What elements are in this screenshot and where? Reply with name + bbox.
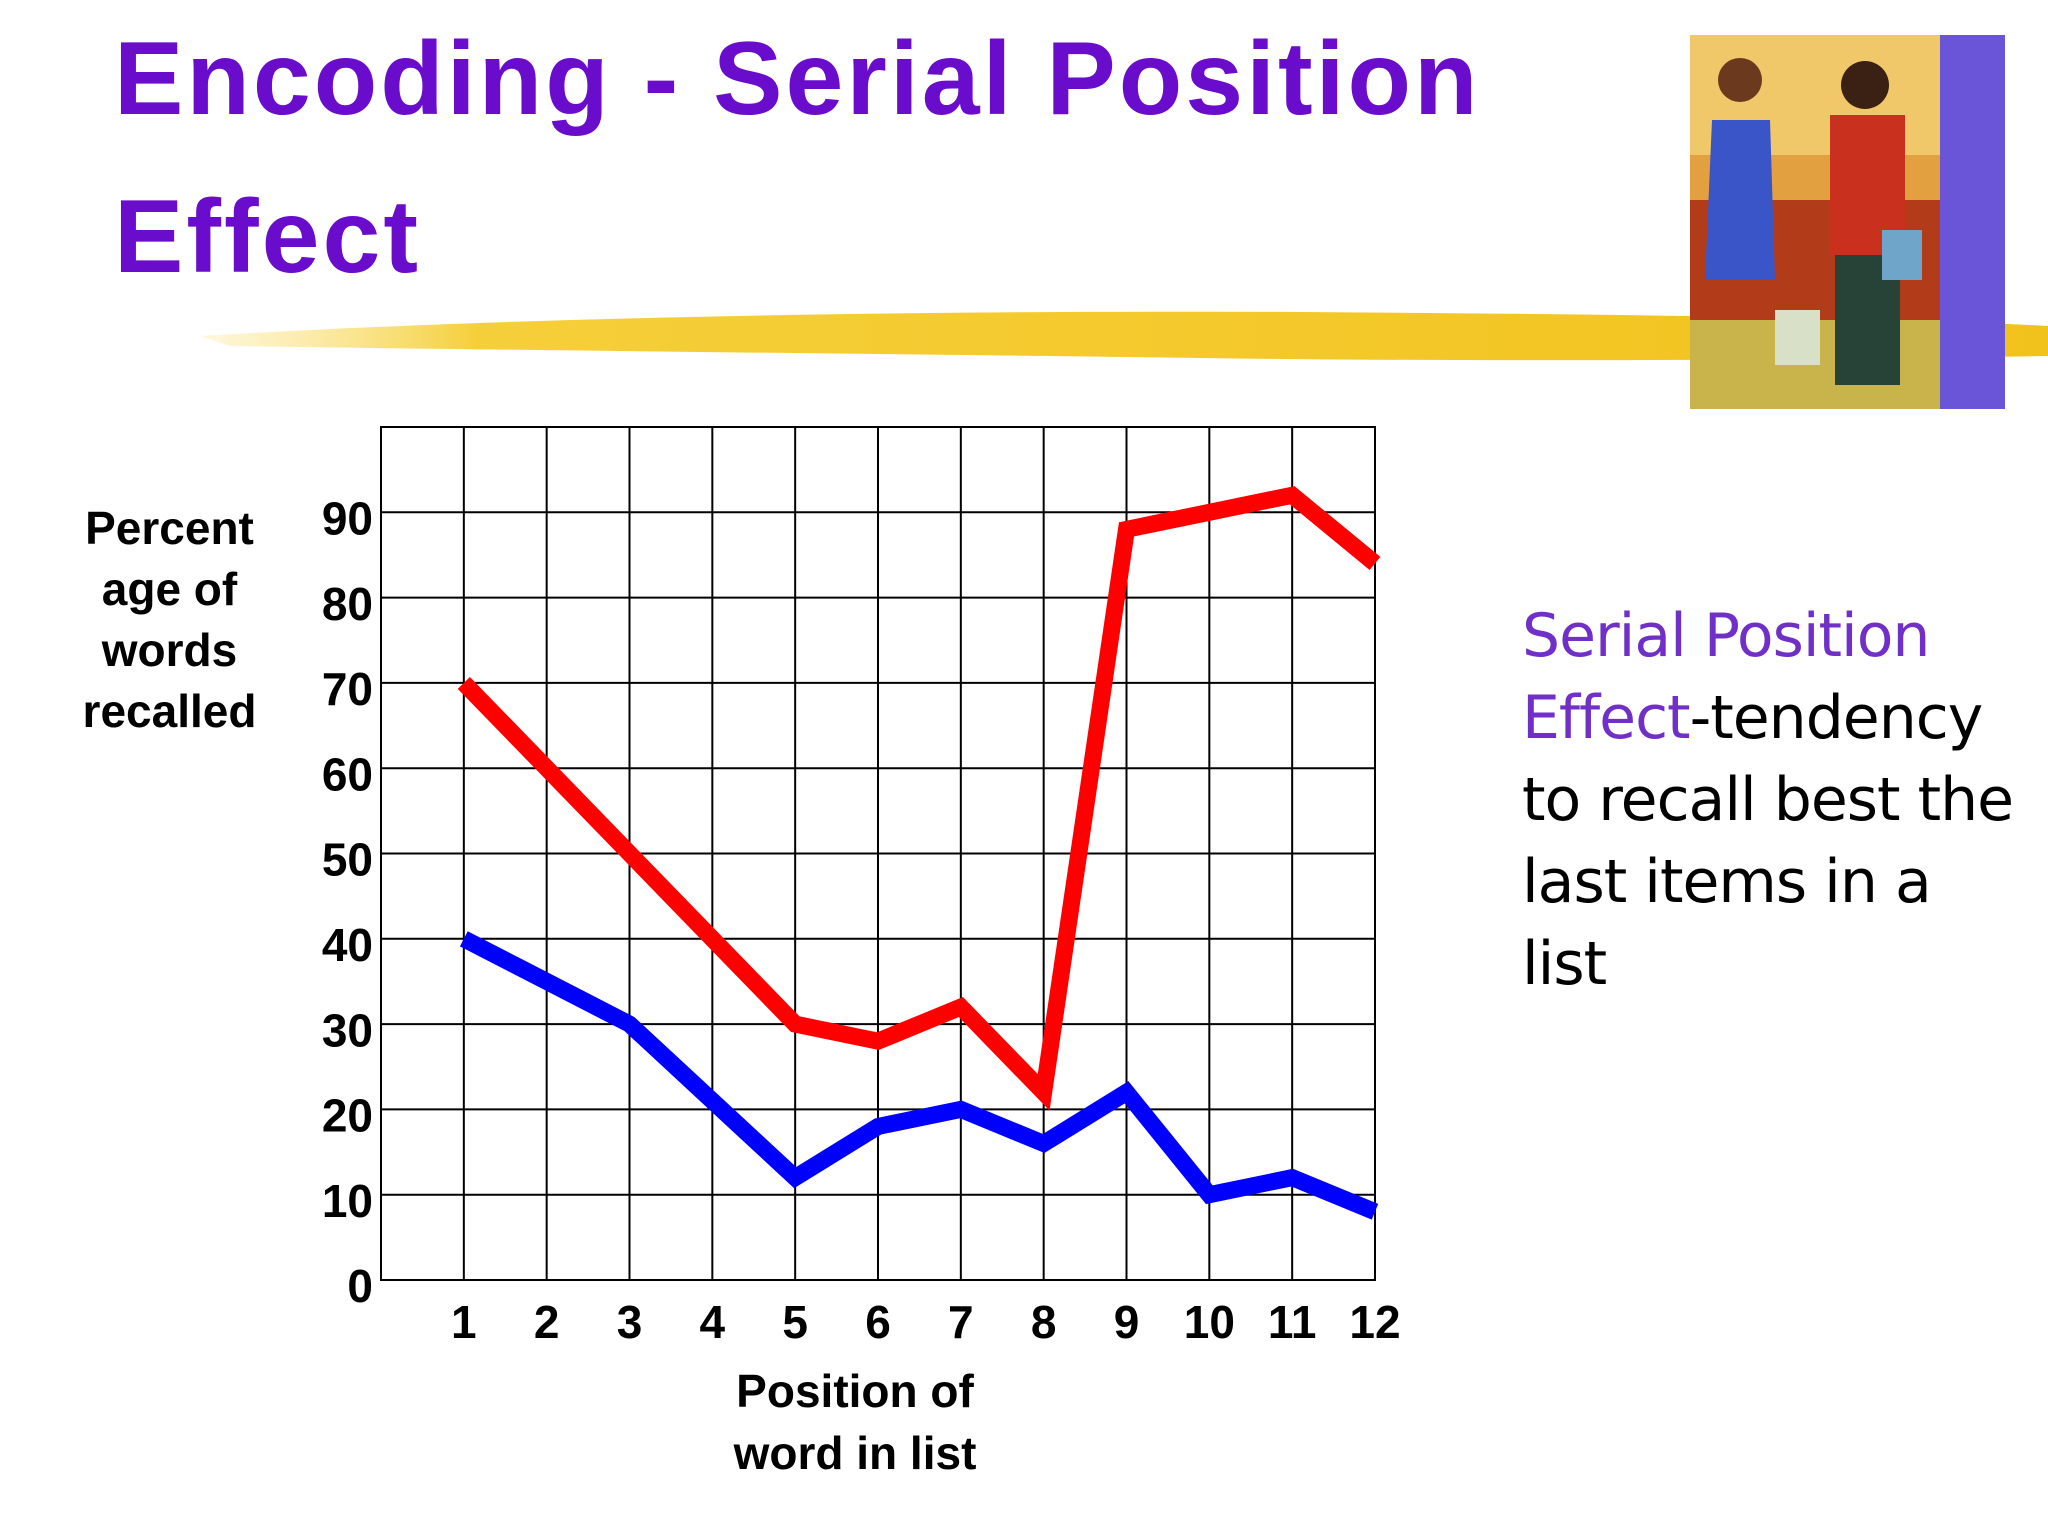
y-tick-label: 10 bbox=[322, 1175, 373, 1227]
data-line bbox=[457, 486, 1381, 1111]
definition-text: -tendency to recall best the last items … bbox=[1522, 683, 2014, 999]
y-tick-label: 90 bbox=[322, 492, 373, 544]
y-tick-label: 40 bbox=[322, 919, 373, 971]
x-tick-label: 2 bbox=[534, 1296, 560, 1348]
x-tick-label: 5 bbox=[782, 1296, 808, 1348]
y-tick-label: 0 bbox=[347, 1260, 373, 1312]
x-tick-label: 11 bbox=[1268, 1296, 1317, 1348]
x-tick-label: 6 bbox=[865, 1296, 891, 1348]
y-tick-label: 30 bbox=[322, 1004, 373, 1056]
definition: Serial Position Effect-tendency to recal… bbox=[1522, 595, 2022, 1005]
y-tick-label: 70 bbox=[322, 663, 373, 715]
y-tick-label: 80 bbox=[322, 578, 373, 630]
x-tick-label: 8 bbox=[1031, 1296, 1057, 1348]
y-tick-label: 20 bbox=[322, 1090, 373, 1142]
definition-term: Serial Position Effect bbox=[1522, 601, 1930, 753]
slide-title: Encoding - Serial Position Effect bbox=[114, 21, 1481, 295]
book-cover bbox=[1690, 35, 2005, 409]
x-tick-label: 12 bbox=[1349, 1296, 1400, 1348]
x-tick-label: 9 bbox=[1114, 1296, 1140, 1348]
y-tick-label: 50 bbox=[322, 834, 373, 886]
x-tick-label: 3 bbox=[617, 1296, 643, 1348]
x-axis-title: Position of word in list bbox=[733, 1365, 977, 1479]
x-tick-label: 1 bbox=[451, 1296, 477, 1348]
x-tick-label: 4 bbox=[700, 1296, 726, 1348]
highlight-brush bbox=[200, 311, 2048, 361]
x-tick-label: 10 bbox=[1184, 1296, 1235, 1348]
y-axis-title: Percent age of words recalled bbox=[82, 502, 257, 737]
y-tick-label: 60 bbox=[322, 748, 373, 800]
data-line bbox=[459, 931, 1379, 1220]
x-tick-label: 7 bbox=[948, 1296, 974, 1348]
